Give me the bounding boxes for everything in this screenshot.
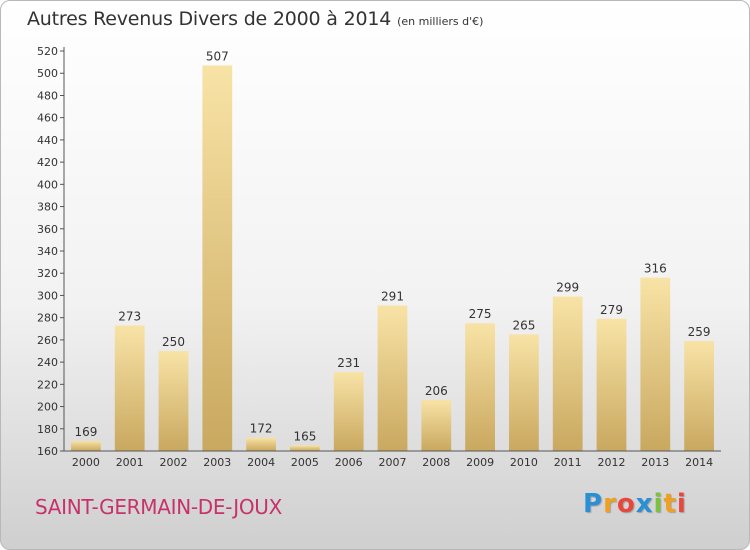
bar-2012 bbox=[596, 318, 627, 451]
x-tick-label: 2014 bbox=[685, 456, 713, 469]
bar-2010 bbox=[509, 334, 539, 451]
bar-2007 bbox=[377, 305, 408, 451]
x-tick-label: 2004 bbox=[247, 456, 275, 469]
logo-letter: i bbox=[676, 489, 687, 519]
x-tick-label: 2003 bbox=[203, 456, 231, 469]
bar-2004 bbox=[246, 437, 276, 451]
y-tick-label: 380 bbox=[37, 201, 58, 214]
y-tick-label: 240 bbox=[37, 356, 58, 369]
data-label-2012: 279 bbox=[600, 303, 623, 317]
y-tick-label: 260 bbox=[37, 334, 58, 347]
data-label-2010: 265 bbox=[512, 318, 535, 332]
x-tick-label: 2005 bbox=[291, 456, 319, 469]
data-label-2005: 165 bbox=[293, 429, 316, 443]
y-tick-label: 520 bbox=[37, 45, 58, 58]
bar-2001 bbox=[114, 325, 145, 451]
data-label-2009: 275 bbox=[469, 307, 492, 321]
x-tick-label: 2001 bbox=[116, 456, 144, 469]
y-tick-label: 280 bbox=[37, 312, 58, 325]
y-tick-label: 400 bbox=[37, 178, 58, 191]
x-tick-label: 2008 bbox=[422, 456, 450, 469]
chart-subtitle: (en milliers d'€) bbox=[397, 15, 484, 28]
data-label-2002: 250 bbox=[162, 335, 185, 349]
logo-letter: i bbox=[653, 489, 664, 519]
data-label-2008: 206 bbox=[425, 384, 448, 398]
logo-letter: r bbox=[603, 489, 617, 519]
data-label-2003: 507 bbox=[206, 49, 229, 63]
y-tick-label: 360 bbox=[37, 223, 58, 236]
data-label-2014: 259 bbox=[688, 325, 711, 339]
y-tick-label: 320 bbox=[37, 267, 58, 280]
bar-2006 bbox=[333, 372, 364, 451]
bar-2000 bbox=[71, 441, 101, 451]
logo-letter: t bbox=[663, 489, 677, 519]
chart-title: Autres Revenus Divers de 2000 à 2014 bbox=[27, 8, 392, 30]
y-tick-label: 300 bbox=[37, 289, 58, 302]
data-label-2001: 273 bbox=[118, 309, 141, 323]
x-tick-label: 2002 bbox=[160, 456, 188, 469]
logo-letter: P bbox=[583, 489, 604, 519]
x-tick-label: 2009 bbox=[466, 456, 494, 469]
data-label-2000: 169 bbox=[74, 425, 97, 439]
y-tick-label: 480 bbox=[37, 89, 58, 102]
data-label-2013: 316 bbox=[644, 262, 667, 276]
y-tick-label: 460 bbox=[37, 112, 58, 125]
y-tick-label: 220 bbox=[37, 378, 58, 391]
bar-2003 bbox=[202, 65, 233, 451]
x-tick-label: 2013 bbox=[641, 456, 669, 469]
data-label-2006: 231 bbox=[337, 356, 360, 370]
bar-2002 bbox=[158, 351, 189, 451]
y-tick-label: 420 bbox=[37, 156, 58, 169]
data-label-2004: 172 bbox=[250, 422, 273, 436]
chart-title-block: Autres Revenus Divers de 2000 à 2014 (en … bbox=[27, 8, 483, 30]
y-tick-label: 180 bbox=[37, 423, 58, 436]
x-tick-label: 2000 bbox=[72, 456, 100, 469]
y-tick-label: 500 bbox=[37, 67, 58, 80]
bar-2014 bbox=[684, 341, 714, 451]
logo-letter: o bbox=[616, 489, 636, 519]
bar-2005 bbox=[290, 445, 320, 451]
bar-2008 bbox=[421, 399, 452, 451]
bar-2013 bbox=[640, 277, 671, 451]
x-tick-label: 2011 bbox=[554, 456, 582, 469]
bar-2009 bbox=[465, 323, 495, 451]
y-tick-label: 440 bbox=[37, 134, 58, 147]
bar-2011 bbox=[552, 296, 583, 451]
proxiti-logo: Proxiti bbox=[583, 489, 687, 519]
y-tick-label: 200 bbox=[37, 401, 58, 414]
x-tick-label: 2010 bbox=[510, 456, 538, 469]
y-tick-label: 340 bbox=[37, 245, 58, 258]
data-label-2007: 291 bbox=[381, 289, 404, 303]
data-label-2011: 299 bbox=[556, 281, 579, 295]
logo-letter: x bbox=[635, 489, 654, 519]
x-tick-label: 2006 bbox=[335, 456, 363, 469]
place-name: SAINT-GERMAIN-DE-JOUX bbox=[35, 495, 283, 519]
x-tick-label: 2012 bbox=[598, 456, 626, 469]
y-tick-label: 160 bbox=[37, 445, 58, 458]
x-tick-label: 2007 bbox=[379, 456, 407, 469]
